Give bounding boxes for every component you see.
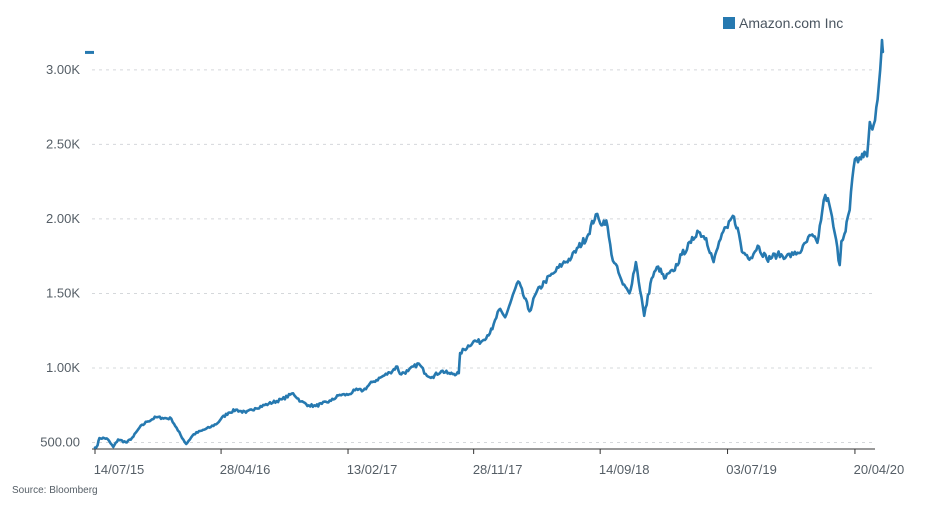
x-tick-label: 28/11/17 [473,462,523,477]
y-axis-tick-labels: 500.00 1.00K 1.50K 2.00K 2.50K 3.00K [40,62,80,450]
x-tick-label: 28/04/16 [220,462,271,477]
y-tick-label: 3.00K [46,62,80,77]
y-tick-label: 2.50K [46,136,80,151]
source-note: Source: Bloomberg [12,485,98,496]
series-line [93,38,885,449]
y-tick-label: 2.00K [46,211,80,226]
y-tick-label: 1.00K [46,360,80,375]
gridlines [92,69,875,444]
x-tick-label: 13/02/17 [347,462,398,477]
y-tick-label: 500.00 [40,435,80,450]
series-lines [85,38,885,449]
legend-swatch [723,17,735,29]
x-tick-label: 03/07/19 [726,462,777,477]
legend-label: Amazon.com Inc [739,15,843,31]
x-tick-label: 14/07/15 [94,462,145,477]
x-tick-label: 20/04/20 [854,462,905,477]
x-axis-tick-labels: 14/07/15 28/04/16 13/02/17 28/11/17 14/09/18… [94,449,905,477]
y-tick-label: 1.50K [46,285,80,300]
legend[interactable]: Amazon.com Inc [723,15,843,31]
x-tick-label: 14/09/18 [599,462,650,477]
